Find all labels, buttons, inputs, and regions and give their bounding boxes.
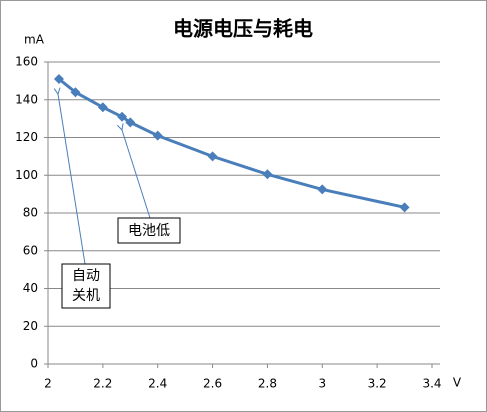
- y-tick-label: 80: [23, 206, 38, 220]
- x-tick-label: 2.6: [203, 377, 222, 391]
- x-tick-label: 2.8: [258, 377, 277, 391]
- x-axis-label: V: [453, 376, 462, 390]
- marker: [152, 130, 163, 141]
- marker: [97, 102, 108, 113]
- annotation-box: [61, 263, 111, 309]
- y-tick-label: 20: [23, 319, 38, 333]
- annotation: 电池低: [128, 223, 170, 239]
- y-tick-label: 160: [15, 55, 38, 69]
- y-tick-label: 140: [15, 92, 38, 106]
- marker: [207, 151, 218, 162]
- y-tick-label: 100: [15, 168, 38, 182]
- annotation-box: [117, 217, 181, 244]
- x-tick-label: 2.2: [93, 377, 112, 391]
- y-tick-label: 120: [15, 130, 38, 144]
- marker: [70, 87, 81, 98]
- y-axis-label: mA: [24, 33, 45, 47]
- line-series: [58, 77, 405, 209]
- annotation-arrow: [122, 130, 151, 219]
- marker: [317, 184, 328, 195]
- annotation: 关机: [72, 288, 100, 304]
- x-tick-label: 3.2: [368, 377, 387, 391]
- marker: [399, 202, 410, 213]
- x-tick-label: 2: [44, 377, 52, 391]
- marker: [125, 117, 136, 128]
- x-tick-label: 2.4: [148, 377, 167, 391]
- y-tick-label: 40: [23, 281, 38, 295]
- y-tick-label: 0: [30, 357, 38, 371]
- x-tick-label: 3.4: [422, 377, 441, 391]
- annotation-arrow: [58, 94, 86, 265]
- chart-title: 电源电压与耗电: [173, 17, 313, 41]
- x-tick-label: 3: [318, 377, 326, 391]
- annotation: 自动: [72, 268, 100, 284]
- marker: [117, 111, 128, 122]
- y-tick-label: 60: [23, 243, 38, 257]
- marker: [262, 169, 273, 180]
- marker: [53, 73, 64, 84]
